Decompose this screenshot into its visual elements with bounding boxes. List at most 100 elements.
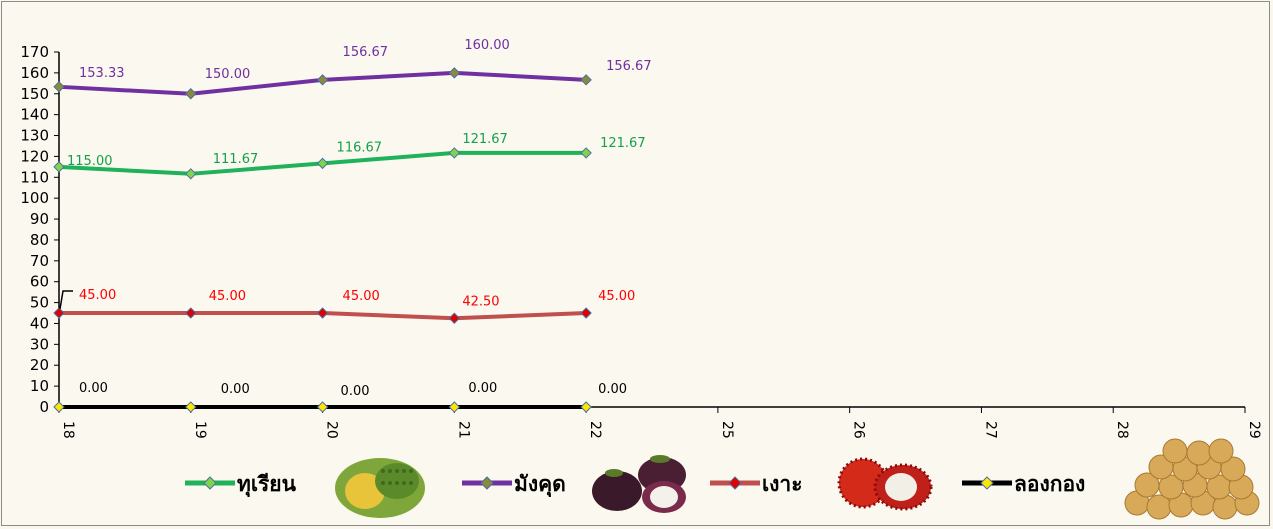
y-tick-label: 70 xyxy=(30,252,49,270)
data-label: 0.00 xyxy=(79,381,108,396)
legend-marker xyxy=(203,476,217,490)
y-tick-label: 100 xyxy=(20,189,49,207)
data-label: 156.67 xyxy=(606,59,652,74)
data-point-marker xyxy=(580,147,592,159)
data-point-marker xyxy=(316,401,329,413)
data-point-marker xyxy=(185,401,197,413)
longkong-fruit xyxy=(1220,456,1246,482)
durian-spike xyxy=(402,481,406,485)
data-label: 121.67 xyxy=(462,132,508,147)
legend-marker xyxy=(980,476,994,490)
x-tick-label: 28 xyxy=(1114,421,1130,439)
legend-label: ลองกอง xyxy=(1014,472,1085,496)
longkong-fruit xyxy=(1208,438,1234,464)
data-label: 156.67 xyxy=(343,45,389,60)
legend-item: ทุเรียน xyxy=(185,458,425,518)
x-tick-label: 26 xyxy=(851,421,867,439)
durian-spike xyxy=(381,469,385,473)
y-tick-label: 80 xyxy=(30,231,49,249)
data-point-marker xyxy=(448,147,461,159)
data-label: 0.00 xyxy=(468,381,497,396)
data-point-marker xyxy=(185,168,197,180)
durian-spike xyxy=(409,481,413,485)
data-label: 153.33 xyxy=(79,66,125,81)
axes: 0 10 20 30 40 50 60 70 80 90 100 110 120 130 140 150 160… xyxy=(20,43,1262,439)
y-tick-label: 30 xyxy=(30,335,49,353)
durian-spike xyxy=(395,469,399,473)
y-tick-label: 120 xyxy=(20,147,49,165)
label-leader-line xyxy=(59,290,73,310)
durian-spike xyxy=(381,481,385,485)
data-point-marker xyxy=(53,81,65,93)
y-tick-label: 150 xyxy=(20,85,49,103)
legend-label: มังคุด xyxy=(514,472,566,498)
series-layer xyxy=(53,67,592,413)
x-tick-label: 20 xyxy=(324,421,340,439)
durian-spike xyxy=(402,469,406,473)
data-point-marker xyxy=(53,307,65,319)
data-label: 45.00 xyxy=(598,289,635,304)
y-tick-label: 140 xyxy=(20,106,49,124)
durian-spike xyxy=(388,469,392,473)
legend-item: เงาะ xyxy=(710,457,933,511)
y-tick-label: 110 xyxy=(20,168,49,186)
mangosteen-cap xyxy=(650,455,670,463)
data-label: 45.00 xyxy=(79,288,116,303)
y-tick-label: 60 xyxy=(30,273,49,291)
data-label: 150.00 xyxy=(205,67,251,82)
y-tick-label: 10 xyxy=(30,377,49,395)
data-label: 121.67 xyxy=(600,136,646,151)
data-point-marker xyxy=(185,307,197,319)
durian-spike xyxy=(395,481,399,485)
x-tick-label: 22 xyxy=(587,421,603,439)
legend-label: ทุเรียน xyxy=(237,472,297,498)
legend-item: ลองกอง xyxy=(962,438,1260,520)
data-label: 115.00 xyxy=(67,154,113,169)
data-point-marker xyxy=(448,312,461,324)
legend-marker xyxy=(728,476,742,490)
durian-flesh xyxy=(345,473,385,509)
y-tick-label: 50 xyxy=(30,294,49,312)
data-label: 160.00 xyxy=(464,38,510,53)
legend-item: มังคุด xyxy=(462,455,686,513)
data-point-marker xyxy=(448,401,461,413)
mangosteen-fruit xyxy=(592,471,642,511)
data-labels: 115.00 111.67 116.67 121.67 121.67 153.33 150.… xyxy=(59,38,652,399)
x-tick-label: 25 xyxy=(719,421,735,439)
y-tick-label: 20 xyxy=(30,356,49,374)
legend-label: เงาะ xyxy=(762,472,803,496)
data-label: 0.00 xyxy=(598,382,627,397)
durian-spike xyxy=(409,469,413,473)
rambutan-flesh xyxy=(885,473,917,501)
y-tick-label: 40 xyxy=(30,314,49,332)
data-label: 116.67 xyxy=(337,140,383,155)
legend-marker xyxy=(480,476,494,490)
data-point-marker xyxy=(316,157,329,170)
data-point-marker xyxy=(316,307,329,319)
mangosteen-cap xyxy=(605,469,623,477)
data-label: 0.00 xyxy=(341,384,370,399)
data-point-marker xyxy=(185,88,197,100)
legend: ทุเรียน มังคุด เงาะ ลองกอง xyxy=(185,438,1260,520)
data-label: 45.00 xyxy=(209,289,246,304)
data-label: 0.00 xyxy=(221,382,250,397)
x-tick-label: 21 xyxy=(455,421,471,439)
longkong-fruit xyxy=(1162,438,1188,464)
y-tick-label: 160 xyxy=(20,64,49,82)
longkong-fruit xyxy=(1186,440,1212,466)
y-tick-label: 0 xyxy=(39,398,49,416)
data-label: 45.00 xyxy=(343,289,380,304)
mangosteen-flesh xyxy=(650,486,678,508)
data-point-marker xyxy=(580,74,592,86)
data-point-marker xyxy=(448,67,461,79)
data-point-marker xyxy=(53,401,65,413)
x-tick-label: 19 xyxy=(192,421,208,439)
data-point-marker xyxy=(53,161,65,173)
data-label: 42.50 xyxy=(462,294,499,309)
x-tick-label: 18 xyxy=(60,421,76,439)
data-point-marker xyxy=(580,401,592,413)
data-point-marker xyxy=(316,74,329,86)
y-tick-label: 130 xyxy=(20,127,49,145)
